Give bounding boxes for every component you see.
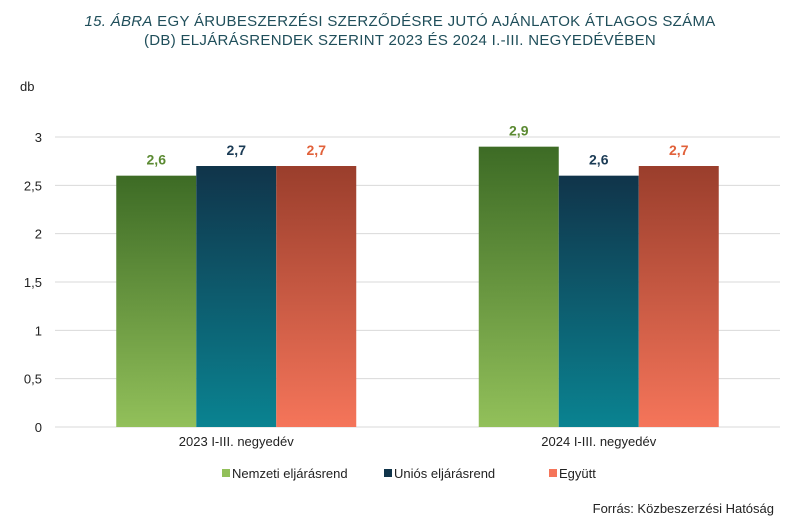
legend-label: Együtt	[559, 466, 596, 481]
legend-swatch	[549, 469, 557, 477]
bar	[478, 146, 559, 427]
bar	[196, 166, 277, 427]
title-line-1: EGY ÁRUBESZERZÉSI SZERZŐDÉSRE JUTÓ AJÁNL…	[152, 13, 716, 30]
y-tick-label: 2	[35, 227, 42, 242]
legend-label: Uniós eljárásrend	[394, 466, 495, 481]
bar	[276, 166, 357, 427]
data-label: 2,7	[669, 142, 689, 158]
data-label: 2,7	[227, 142, 247, 158]
figure-number: 15. ÁBRA	[84, 13, 153, 30]
y-axis-label: db	[20, 79, 34, 94]
bar	[638, 166, 719, 427]
x-tick-label: 2023 I-III. negyedév	[179, 434, 294, 449]
data-label: 2,7	[307, 142, 327, 158]
y-tick-label: 0	[35, 420, 42, 435]
y-tick-label: 3	[35, 130, 42, 145]
chart-title: 15. ÁBRA EGY ÁRUBESZERZÉSI SZERZŐDÉSRE J…	[0, 12, 800, 50]
bar	[558, 175, 639, 427]
legend-swatch	[222, 469, 230, 477]
source-note: Forrás: Közbeszerzési Hatóság	[592, 501, 774, 516]
y-tick-label: 0,5	[24, 372, 42, 387]
title-line-2: (DB) ELJÁRÁSRENDEK SZERINT 2023 ÉS 2024 …	[143, 32, 657, 49]
x-tick-label: 2024 I-III. negyedév	[541, 434, 656, 449]
legend-swatch	[384, 469, 392, 477]
data-label: 2,9	[509, 123, 529, 139]
data-label: 2,6	[589, 152, 609, 168]
legend-label: Nemzeti eljárásrend	[232, 466, 348, 481]
y-tick-label: 1,5	[24, 275, 42, 290]
y-tick-label: 2,5	[24, 178, 42, 193]
data-label: 2,6	[147, 152, 167, 168]
y-tick-label: 1	[35, 323, 42, 338]
bar	[116, 175, 197, 427]
